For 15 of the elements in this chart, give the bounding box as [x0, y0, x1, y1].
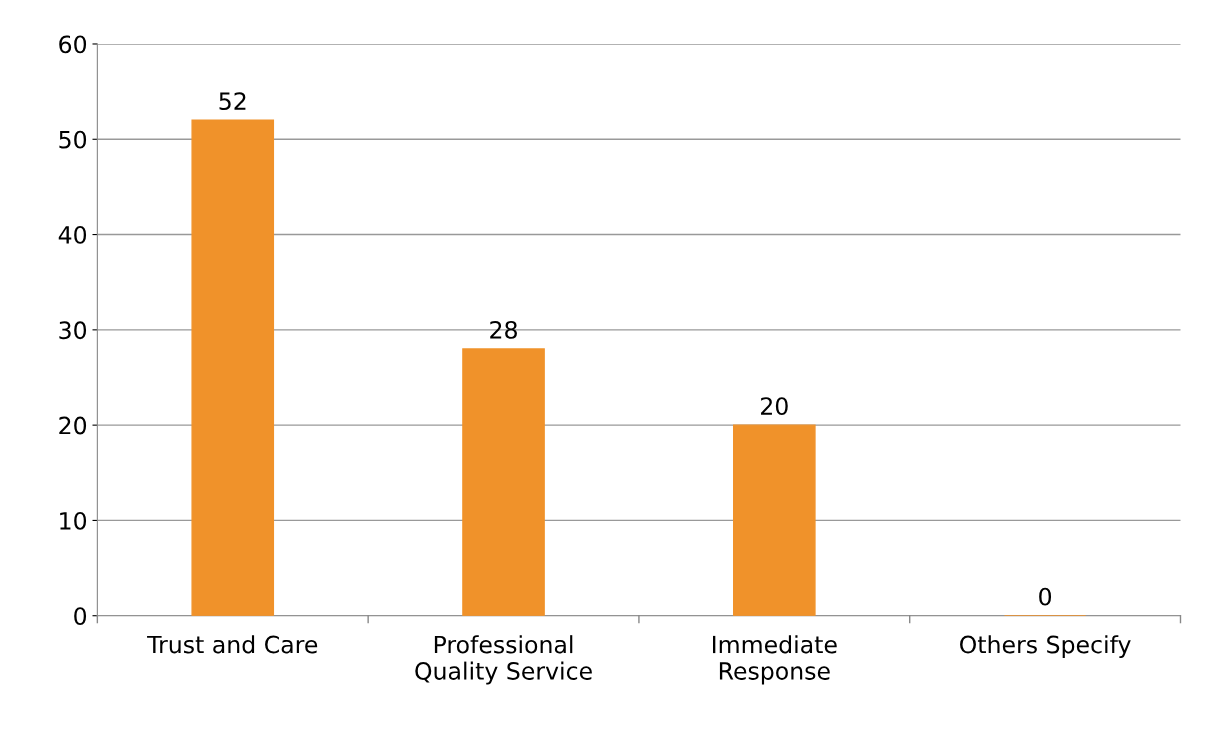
x-tick-label: Others Specify: [960, 635, 1131, 659]
y-tick-label: 20: [59, 416, 87, 435]
x-tick-label: Trust and Care: [147, 635, 318, 654]
y-tick-label: 0: [74, 607, 87, 626]
y-tick-label: 30: [59, 321, 87, 340]
x-tick-label: Professional Quality Service: [415, 635, 592, 685]
y-tick-label: 50: [59, 130, 87, 149]
y-tick-label: 40: [58, 226, 87, 244]
data-label: 28: [490, 320, 517, 339]
data-label: 52: [219, 92, 246, 111]
x-tick-label: Immediate Response: [712, 635, 837, 685]
data-label: 0: [1039, 587, 1052, 606]
y-tick-label: 10: [60, 511, 87, 530]
data-label: 20: [761, 397, 788, 416]
y-tick-label: 60: [59, 35, 87, 54]
